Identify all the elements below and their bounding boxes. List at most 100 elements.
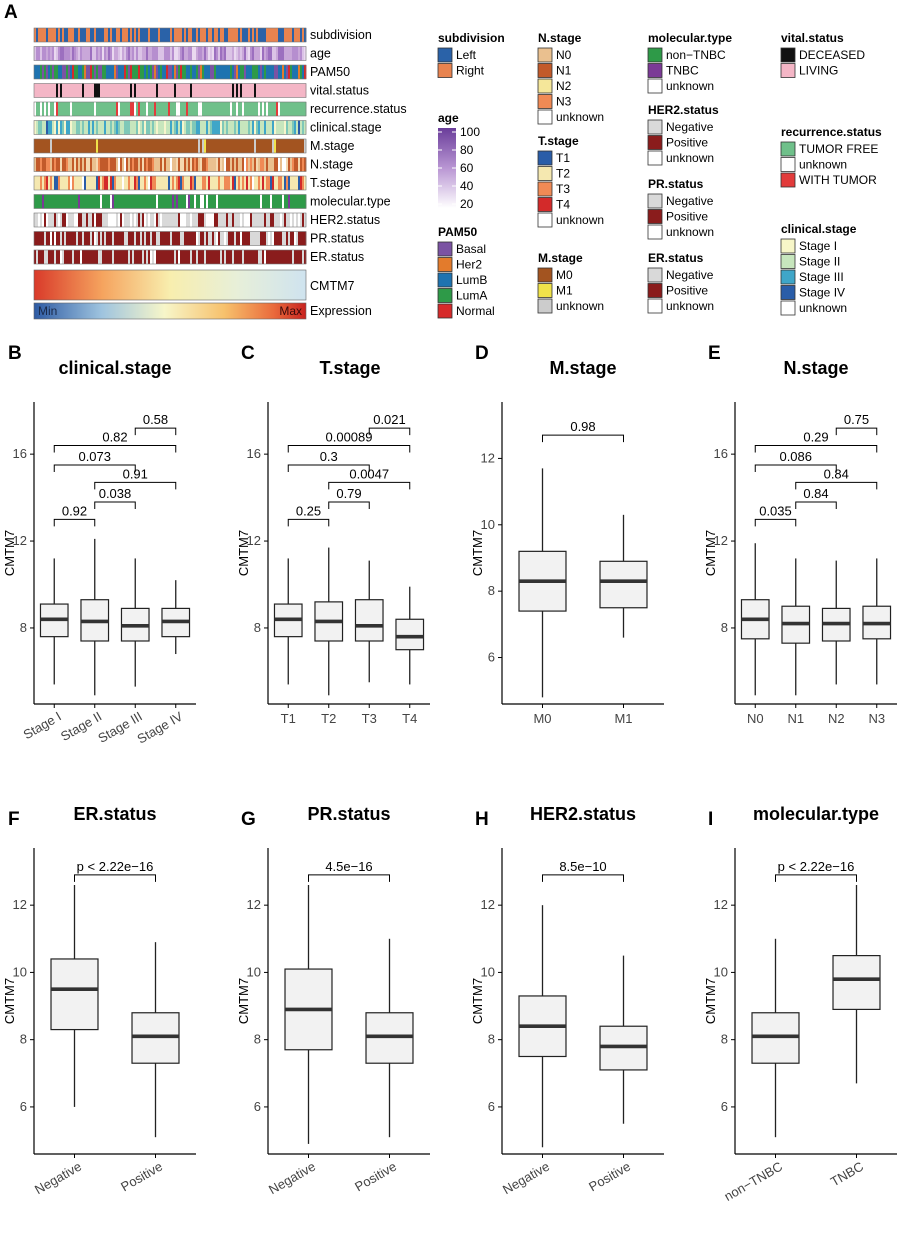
legend-title: clinical.stage — [781, 222, 857, 236]
heatmap-cell — [138, 194, 141, 209]
heatmap-cell — [180, 157, 183, 172]
p-value-label: 0.25 — [296, 503, 321, 518]
heatmap-cell — [254, 176, 257, 190]
heatmap-cell — [162, 120, 165, 135]
track-label: N.stage — [310, 158, 353, 172]
heatmap-cell — [108, 157, 111, 172]
heatmap-cell — [74, 194, 77, 209]
heatmap-cell — [80, 176, 83, 190]
y-tick-label: 12 — [481, 897, 495, 912]
heatmap-cell — [224, 194, 227, 209]
heatmap-track-subdivision — [33, 27, 307, 43]
heatmap-cell — [54, 157, 57, 172]
heatmap-cell — [254, 28, 257, 42]
heatmap-cell — [290, 102, 293, 116]
y-axis-label: CMTM7 — [703, 530, 718, 576]
heatmap-cell — [192, 157, 195, 172]
y-tick-label: 6 — [254, 1099, 261, 1114]
heatmap-cell — [230, 194, 233, 209]
heatmap-cell — [222, 231, 225, 246]
heatmap-cell — [44, 250, 47, 264]
heatmap-cell — [170, 194, 173, 209]
heatmap-cell — [160, 102, 163, 116]
heatmap-cell — [260, 213, 263, 227]
heatmap-cell — [248, 102, 251, 116]
heatmap-cell — [76, 213, 79, 227]
heatmap-cell — [264, 28, 267, 42]
heatmap-cell — [118, 46, 121, 61]
heatmap-cell — [284, 231, 287, 246]
heatmap-cell — [276, 120, 279, 135]
heatmap-cell — [196, 250, 199, 264]
heatmap-cell — [126, 139, 129, 153]
heatmap-cell — [262, 83, 265, 98]
heatmap-cell — [212, 231, 215, 246]
legend-item-label: Stage III — [799, 270, 844, 284]
heatmap-cell — [148, 194, 151, 209]
heatmap-cell — [294, 83, 297, 98]
heatmap-cell — [142, 139, 145, 153]
heatmap-cell — [256, 102, 259, 116]
heatmap-cell — [140, 139, 143, 153]
comparison-bracket: p < 2.22e−16 — [74, 859, 156, 882]
heatmap-cell — [200, 231, 203, 246]
y-tick-label: 12 — [247, 533, 261, 548]
heatmap-cell — [92, 157, 95, 172]
heatmap-cell — [52, 120, 55, 135]
heatmap-cell — [84, 83, 87, 98]
heatmap-cell — [84, 194, 87, 209]
heatmap-track-M-stage — [33, 138, 307, 154]
heatmap-cell — [82, 250, 85, 264]
comparison-bracket: 0.91 — [94, 466, 177, 490]
heatmap-cell — [204, 139, 207, 153]
heatmap-cell — [158, 176, 161, 190]
heatmap-cell — [282, 102, 285, 116]
heatmap-cell — [150, 139, 153, 153]
heatmap-cell — [264, 194, 267, 209]
heatmap-cell — [126, 28, 129, 42]
heatmap-cell — [268, 102, 271, 116]
heatmap-cell — [42, 46, 45, 61]
heatmap-cell — [276, 213, 279, 227]
legend-swatch — [647, 224, 663, 240]
heatmap-cell — [244, 46, 247, 61]
heatmap-cell — [186, 28, 189, 42]
heatmap-cell — [100, 213, 103, 227]
heatmap-cell — [184, 213, 187, 227]
heatmap-cell — [294, 231, 297, 246]
heatmap-cell — [74, 83, 77, 98]
heatmap-cell — [80, 157, 83, 172]
heatmap-cell — [216, 102, 219, 116]
heatmap-cell — [62, 65, 65, 79]
age-tick-label: 60 — [460, 161, 474, 175]
legend-title: ER.status — [648, 251, 704, 265]
heatmap-cell — [184, 83, 187, 98]
heatmap-cell — [182, 176, 185, 190]
heatmap-cell — [288, 176, 291, 190]
heatmap-cell — [208, 194, 211, 209]
heatmap-cell — [146, 65, 149, 79]
heatmap-cell — [124, 120, 127, 135]
heatmap-cell — [118, 102, 121, 116]
heatmap-cell — [198, 157, 201, 172]
heatmap-cell — [124, 46, 127, 61]
heatmap-cell — [58, 102, 61, 116]
chart-title: HER2.status — [530, 804, 636, 824]
legend-title: age — [438, 111, 459, 125]
heatmap-cell — [206, 213, 209, 227]
heatmap-cell — [116, 231, 119, 246]
heatmap-cell — [244, 231, 247, 246]
heatmap-cell — [292, 157, 295, 172]
heatmap-cell — [220, 157, 223, 172]
heatmap-cell — [276, 231, 279, 246]
legend-item-label: WITH TUMOR — [799, 173, 877, 187]
heatmap-cell — [116, 102, 119, 116]
heatmap-cell — [98, 213, 101, 227]
heatmap-cell — [46, 83, 49, 98]
heatmap-cell — [302, 231, 305, 246]
heatmap-cell — [174, 28, 177, 42]
legend-item-label: unknown — [666, 299, 714, 313]
heatmap-cell — [218, 139, 221, 153]
